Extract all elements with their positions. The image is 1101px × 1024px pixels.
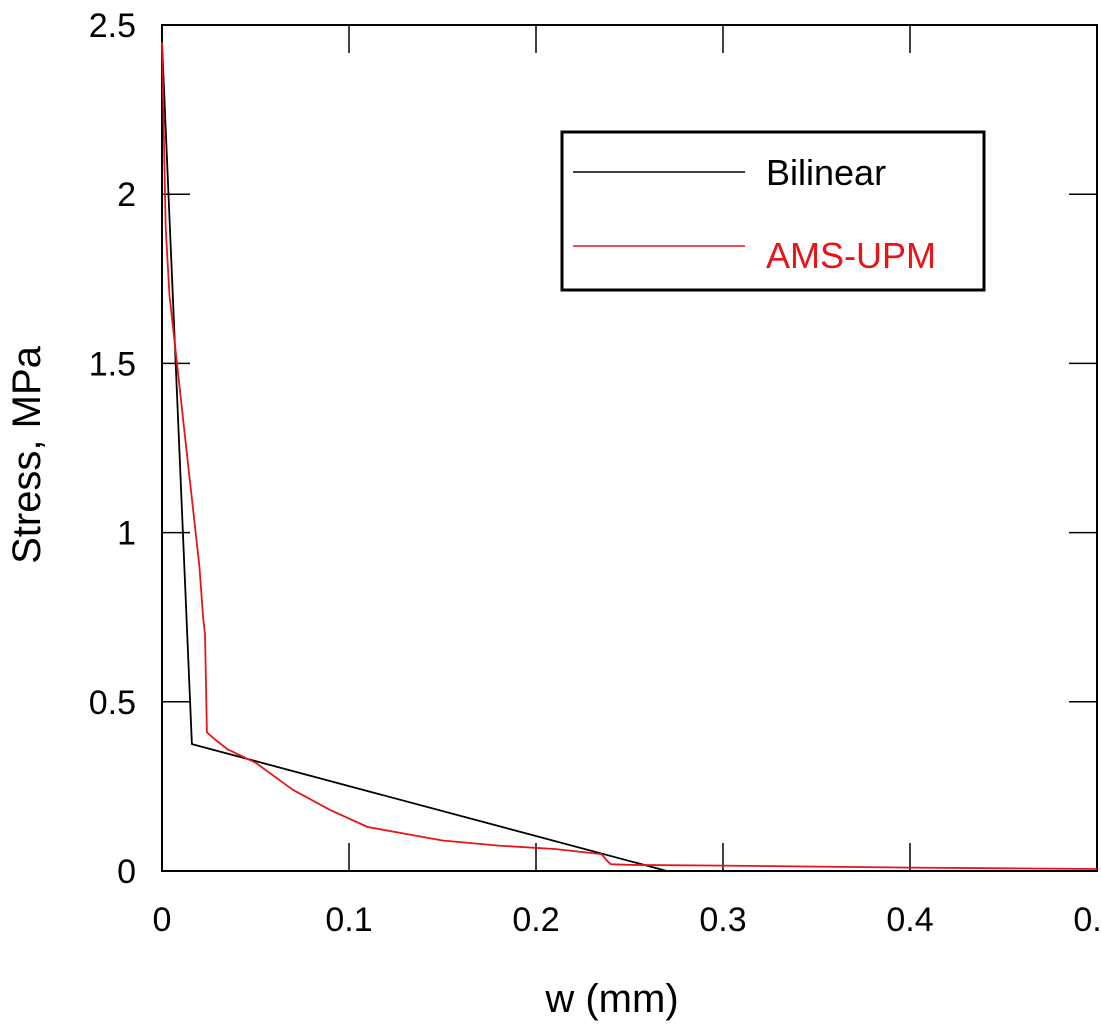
legend-box xyxy=(560,130,986,292)
legend: Bilinear AMS-UPM xyxy=(560,130,986,292)
x-tick-label: 0.2 xyxy=(512,901,559,939)
y-tick-label: 2 xyxy=(117,176,136,214)
x-tick-label: 0.5 xyxy=(1073,901,1101,939)
x-tick-label: 0.3 xyxy=(699,901,746,939)
plot-area xyxy=(161,24,1098,872)
series-layer xyxy=(161,41,1098,872)
tick-marks xyxy=(161,24,1098,872)
series-line-bilinear xyxy=(161,41,668,872)
legend-label-bilinear: Bilinear xyxy=(766,152,886,193)
series-line-ams-upm xyxy=(161,41,1098,870)
x-tick-label: 0.1 xyxy=(325,901,372,939)
x-axis-title: w (mm) xyxy=(544,977,678,1021)
y-tick-label: 1 xyxy=(117,515,136,553)
y-tick-label: 0.5 xyxy=(89,684,136,722)
y-axis-title: Stress, MPa xyxy=(5,345,49,564)
x-tick-label: 0 xyxy=(153,901,172,939)
y-tick-label: 0 xyxy=(117,853,136,891)
y-tick-label: 1.5 xyxy=(89,345,136,383)
x-tick-label: 0.4 xyxy=(886,901,933,939)
legend-label-ams-upm: AMS-UPM xyxy=(766,235,936,276)
y-tick-label: 2.5 xyxy=(89,7,136,45)
tick-labels: 0 0.1 0.2 0.3 0.4 0.5 0 0.5 1 1.5 2 2.5 xyxy=(89,7,1101,939)
